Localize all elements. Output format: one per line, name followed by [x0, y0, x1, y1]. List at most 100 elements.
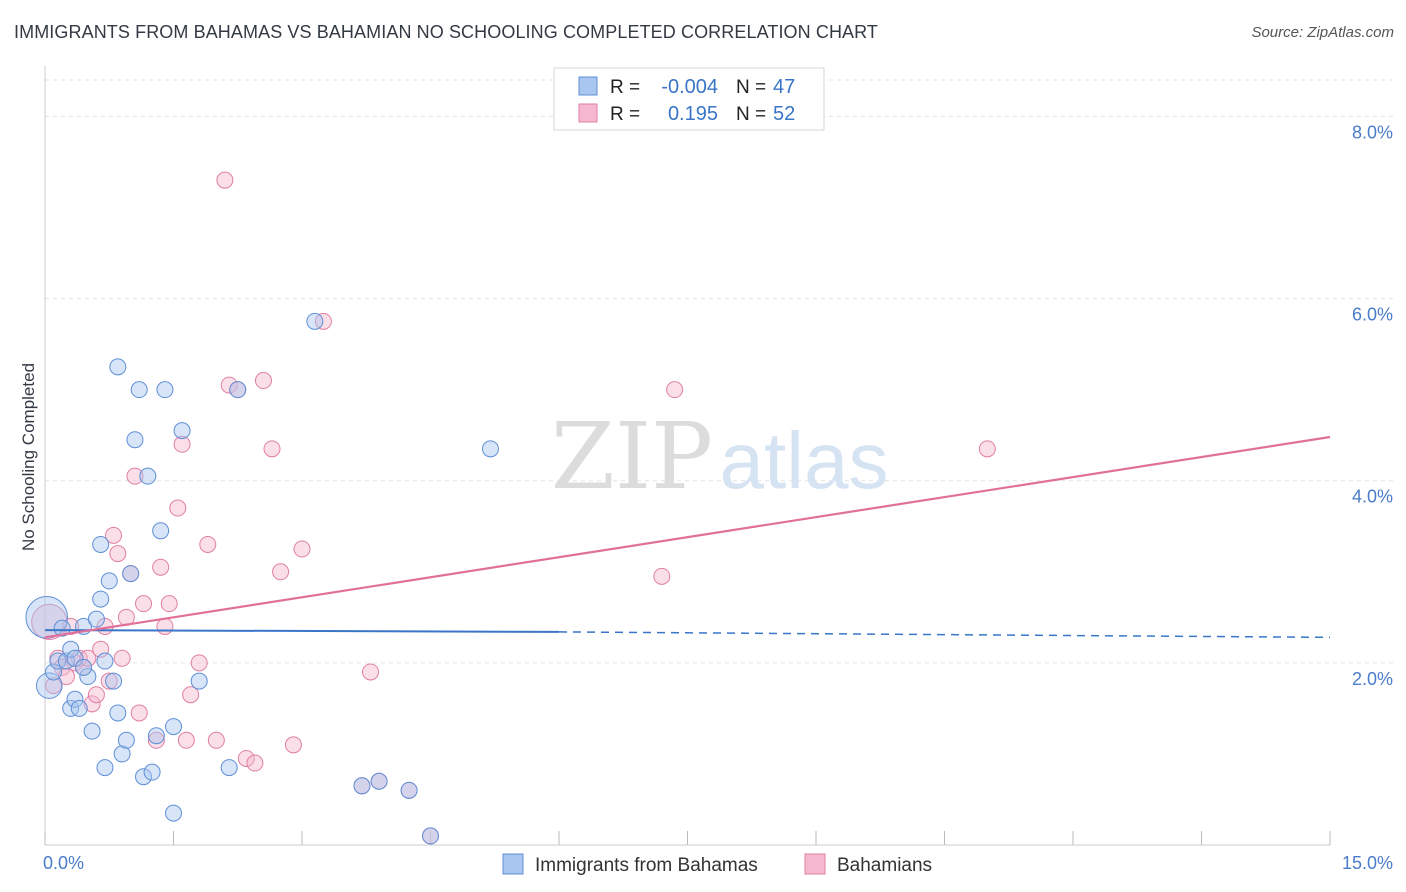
point-immigrants-from-bahamas: [45, 663, 63, 681]
points-immigrants-from-bahamas: [25, 312, 499, 845]
watermark-zip: ZIP: [551, 403, 713, 510]
point-immigrants-from-bahamas: [79, 668, 97, 686]
y-tick-label: 4.0%: [1352, 487, 1393, 507]
y-tick-labels: 2.0% 4.0% 6.0% 8.0%: [1352, 122, 1393, 688]
legend-r-value-pink: 0.195: [668, 103, 718, 125]
point-bahamians: [216, 171, 234, 189]
point-immigrants-from-bahamas: [62, 640, 80, 658]
point-immigrants-from-bahamas: [117, 731, 135, 749]
point-bahamians: [177, 731, 195, 749]
point-bahamians: [70, 649, 88, 667]
point-immigrants-from-bahamas: [165, 804, 182, 822]
point-immigrants-from-bahamas: [109, 358, 127, 376]
y-axis-label: No Schooling Completed: [19, 363, 38, 551]
point-bahamians: [190, 654, 208, 672]
point-bahamians: [237, 749, 255, 767]
legend-n-label-blue: N =: [736, 77, 766, 98]
chart-title: IMMIGRANTS FROM BAHAMAS VS BAHAMIAN NO S…: [14, 22, 879, 42]
point-immigrants-from-bahamas: [62, 699, 80, 717]
point-bahamians: [100, 672, 118, 690]
legend-r-label-blue: R =: [610, 77, 640, 98]
point-immigrants-from-bahamas: [400, 781, 418, 799]
grid: [45, 79, 1395, 664]
y-tick-label: 6.0%: [1352, 305, 1393, 325]
legend-label-immigrants: Immigrants from Bahamas: [535, 855, 758, 876]
trend-line-immigrants-dashed: [558, 631, 1331, 639]
point-immigrants-from-bahamas: [49, 652, 67, 670]
point-bahamians: [113, 649, 131, 667]
point-bahamians: [156, 617, 174, 635]
point-bahamians: [147, 731, 165, 749]
point-immigrants-from-bahamas: [96, 759, 114, 777]
point-immigrants-from-bahamas: [422, 827, 439, 845]
point-bahamians: [978, 440, 996, 458]
point-bahamians: [160, 595, 178, 613]
point-immigrants-from-bahamas: [147, 727, 165, 745]
legend-series: Immigrants from Bahamas Bahamians: [502, 853, 932, 876]
point-bahamians: [182, 686, 200, 704]
axes: [44, 66, 1331, 846]
points-bahamians: [31, 171, 996, 845]
point-bahamians: [207, 731, 225, 749]
point-immigrants-from-bahamas: [96, 652, 114, 670]
legend-r-value-blue: -0.004: [661, 76, 718, 98]
point-immigrants-from-bahamas: [190, 672, 208, 690]
point-immigrants-from-bahamas: [92, 590, 110, 608]
point-immigrants-from-bahamas: [92, 535, 110, 553]
point-bahamians: [87, 686, 105, 704]
legend-n-value-blue: 47: [773, 76, 795, 98]
point-bahamians: [314, 312, 332, 330]
point-immigrants-from-bahamas: [113, 745, 131, 763]
legend-n-label-pink: N =: [736, 104, 766, 125]
point-bahamians: [272, 563, 290, 581]
point-bahamians: [105, 526, 123, 544]
point-bahamians: [666, 381, 684, 399]
point-bahamians: [246, 754, 264, 772]
point-immigrants-from-bahamas: [87, 610, 105, 628]
point-immigrants-from-bahamas: [135, 768, 153, 786]
point-immigrants-from-bahamas: [481, 440, 499, 458]
point-bahamians: [169, 499, 187, 517]
point-bahamians: [126, 467, 144, 485]
point-bahamians: [109, 545, 127, 563]
point-bahamians: [220, 376, 238, 394]
point-bahamians: [254, 372, 272, 390]
point-immigrants-from-bahamas: [126, 431, 144, 449]
point-immigrants-from-bahamas: [173, 422, 191, 440]
point-immigrants-from-bahamas: [152, 522, 170, 540]
legend-swatch-pink: [804, 853, 826, 875]
legend-n-value-pink: 52: [773, 103, 795, 125]
point-bahamians: [83, 695, 101, 713]
trend-line-bahamians: [44, 435, 1331, 639]
point-immigrants-from-bahamas: [75, 658, 93, 676]
point-bahamians: [152, 558, 170, 576]
y-tick-label: 2.0%: [1352, 669, 1393, 689]
watermark: ZIP atlas: [551, 403, 889, 510]
point-immigrants-from-bahamas: [306, 312, 324, 330]
point-immigrants-from-bahamas: [130, 381, 148, 399]
x-tick-label: 15.0%: [1342, 853, 1393, 873]
point-bahamians: [173, 435, 191, 453]
point-bahamians: [263, 440, 281, 458]
trend-line-immigrants-solid: [44, 629, 560, 633]
x-tick-labels: 0.0% 15.0%: [43, 853, 1393, 873]
point-immigrants-from-bahamas: [143, 763, 161, 781]
legend-stats-blue-swatch: [578, 76, 598, 96]
point-bahamians: [135, 595, 153, 613]
legend-stats: R = -0.004 N = 47 R = 0.195 N = 52: [553, 67, 825, 131]
legend-label-bahamians: Bahamians: [837, 855, 932, 876]
point-bahamians: [45, 677, 63, 695]
point-bahamians: [199, 535, 217, 553]
trend-lines: [44, 435, 1331, 639]
point-immigrants-from-bahamas: [139, 467, 157, 485]
point-immigrants-from-bahamas: [370, 772, 388, 790]
point-bahamians: [293, 540, 311, 558]
source-label: Source: ZipAtlas.com: [1251, 24, 1394, 41]
x-tick-label: 0.0%: [43, 853, 84, 873]
point-immigrants-from-bahamas: [156, 381, 174, 399]
point-bahamians: [653, 567, 671, 585]
legend-stats-box: [553, 67, 825, 131]
point-immigrants-from-bahamas: [353, 777, 371, 795]
watermark-atlas: atlas: [720, 416, 889, 505]
